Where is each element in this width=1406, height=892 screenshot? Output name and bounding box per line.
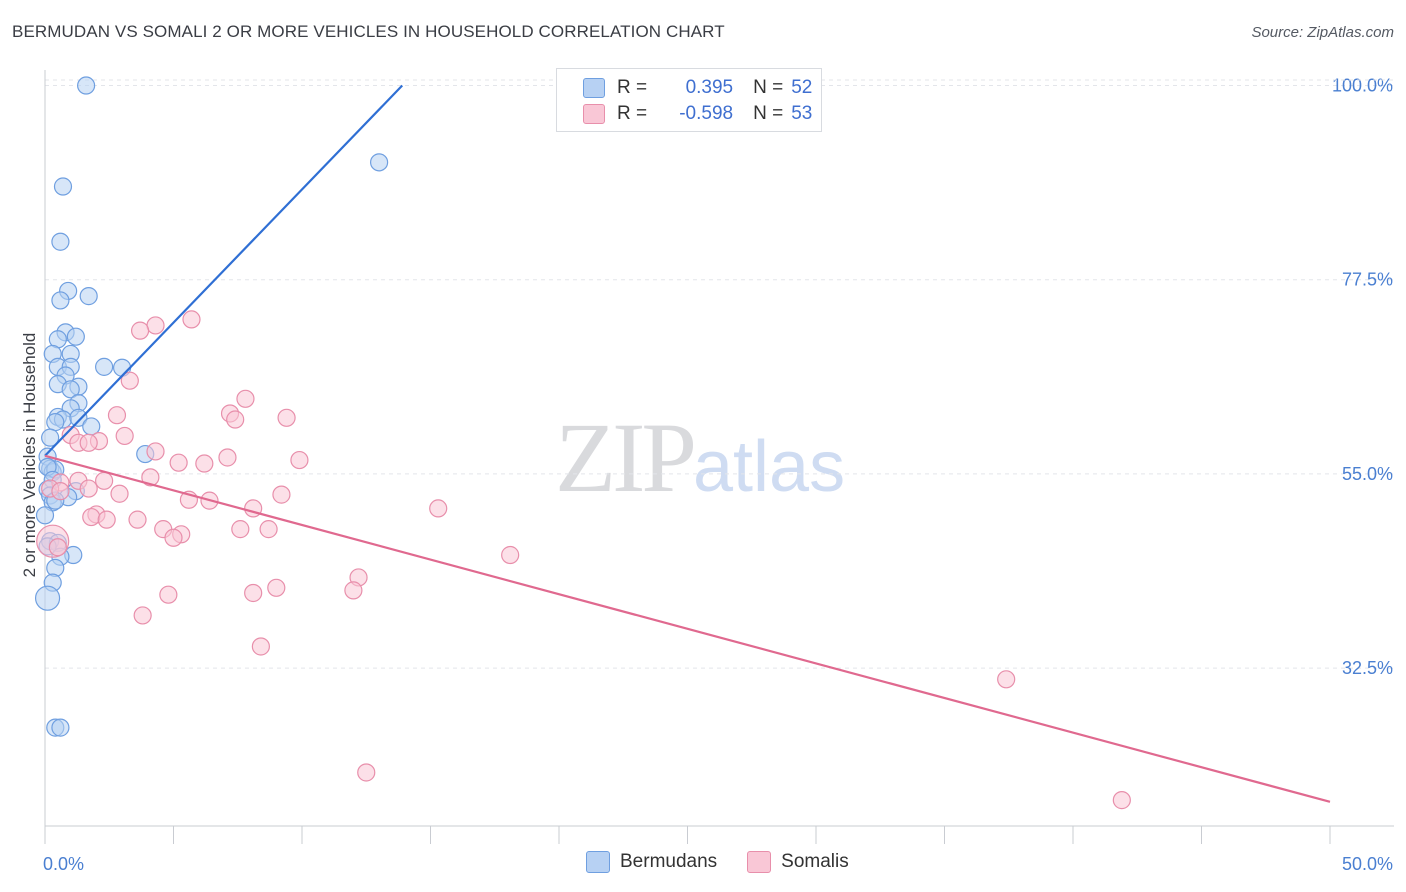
somalis-point bbox=[244, 583, 263, 603]
bermudans-point bbox=[370, 153, 389, 172]
somalis-point bbox=[277, 408, 296, 427]
somalis-point bbox=[110, 484, 129, 503]
somalis-legend-swatch bbox=[747, 851, 772, 873]
bermudans-point bbox=[51, 718, 70, 737]
somalis-swatch bbox=[583, 104, 605, 124]
n-label: N = bbox=[753, 103, 784, 124]
somalis-point bbox=[501, 545, 520, 565]
somalis-legend-label: Somalis bbox=[781, 851, 849, 872]
somalis-point bbox=[251, 637, 270, 656]
bermudans-point bbox=[95, 357, 114, 376]
bermudans-point bbox=[53, 177, 73, 196]
somalis-point bbox=[357, 763, 376, 782]
legend-row-somalis: R = -0.598 N = 53 bbox=[557, 101, 812, 127]
somalis-point bbox=[290, 450, 309, 470]
bermudans-point bbox=[61, 380, 80, 399]
bermudans-trend-line bbox=[44, 84, 404, 457]
source-label: Source: ZipAtlas.com bbox=[1251, 24, 1394, 41]
somalis-point bbox=[130, 321, 150, 340]
bermudans-r-value: 0.395 bbox=[685, 77, 734, 98]
watermark: ZIPatlas bbox=[555, 400, 845, 515]
bermudans-point bbox=[35, 506, 55, 525]
somalis-trend-line bbox=[44, 454, 1331, 803]
somalis-point bbox=[344, 581, 363, 600]
bermudans-swatch bbox=[583, 78, 605, 98]
bermudans-n-value: 52 bbox=[791, 77, 813, 98]
somalis-point bbox=[141, 468, 160, 487]
bermudans-point bbox=[69, 408, 88, 427]
bermudans-point bbox=[51, 232, 70, 251]
somalis-point bbox=[159, 585, 178, 604]
legend-row-bermudans: R = 0.395 N = 52 bbox=[557, 75, 812, 101]
somalis-point bbox=[272, 485, 291, 504]
x-tick-label: 50.0% bbox=[1342, 854, 1393, 874]
somalis-point bbox=[51, 482, 70, 501]
somalis-point bbox=[182, 310, 201, 329]
bermudans-point bbox=[41, 428, 60, 447]
somalis-point bbox=[218, 448, 237, 467]
bermudans-point bbox=[79, 287, 98, 306]
y-tick-label: 55.0% bbox=[1342, 464, 1393, 484]
somalis-point bbox=[146, 442, 165, 461]
somalis-point bbox=[146, 316, 165, 335]
bermudans-legend-swatch bbox=[586, 851, 610, 873]
chart-title: BERMUDAN VS SOMALI 2 OR MORE VEHICLES IN… bbox=[12, 22, 725, 41]
x-tick-label: 0.0% bbox=[43, 854, 84, 874]
somalis-point bbox=[236, 389, 255, 408]
somalis-point bbox=[128, 510, 147, 529]
y-tick-label: 100.0% bbox=[1332, 76, 1393, 96]
watermark-atlas: atlas bbox=[693, 427, 846, 507]
watermark-zip: ZIP bbox=[555, 402, 697, 513]
somalis-point bbox=[107, 406, 127, 425]
bermudans-legend-label: Bermudans bbox=[620, 851, 718, 872]
somalis-point bbox=[997, 670, 1016, 689]
bermudans-point bbox=[46, 413, 65, 432]
y-tick-label: 32.5% bbox=[1342, 658, 1393, 678]
somalis-point bbox=[82, 507, 101, 527]
somalis-r-value: -0.598 bbox=[679, 103, 734, 124]
r-label: R = bbox=[617, 103, 648, 124]
somalis-point bbox=[79, 433, 98, 452]
bermudans-point bbox=[51, 291, 70, 310]
n-label: N = bbox=[753, 77, 784, 98]
somalis-point bbox=[195, 454, 214, 473]
series-legend: Bermudans Somalis bbox=[586, 851, 849, 873]
somalis-point bbox=[120, 371, 139, 390]
somalis-point bbox=[164, 528, 183, 547]
somalis-point bbox=[133, 606, 152, 625]
somalis-point bbox=[115, 426, 134, 446]
somalis-point bbox=[97, 510, 116, 529]
somalis-point bbox=[169, 453, 188, 472]
somalis-point bbox=[1112, 791, 1131, 810]
somalis-point bbox=[231, 520, 250, 539]
somalis-point bbox=[95, 471, 114, 490]
bermudans-point bbox=[34, 585, 61, 611]
somalis-n-value: 53 bbox=[791, 103, 813, 124]
r-label: R = bbox=[617, 77, 648, 98]
somalis-point bbox=[226, 410, 245, 429]
somalis-point bbox=[79, 479, 98, 498]
bermudans-point bbox=[66, 327, 85, 346]
bermudans-point bbox=[77, 76, 96, 95]
y-tick-label: 77.5% bbox=[1342, 270, 1393, 290]
somalis-point bbox=[48, 538, 67, 557]
somalis-point bbox=[429, 499, 448, 518]
somalis-point bbox=[267, 578, 286, 597]
correlation-legend: R = 0.395 N = 52 R = -0.598 N = 53 bbox=[556, 68, 822, 132]
somalis-point bbox=[259, 520, 278, 539]
